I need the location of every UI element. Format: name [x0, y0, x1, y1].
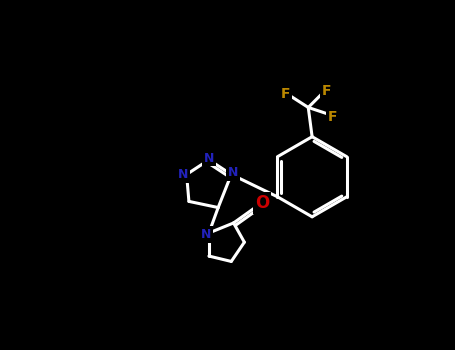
- Text: N: N: [178, 168, 189, 181]
- Text: N: N: [204, 152, 214, 165]
- Text: O: O: [255, 194, 269, 212]
- Text: N: N: [201, 228, 211, 241]
- Text: F: F: [280, 86, 290, 100]
- Text: F: F: [322, 84, 332, 98]
- Text: N: N: [228, 166, 238, 180]
- Text: F: F: [328, 110, 338, 124]
